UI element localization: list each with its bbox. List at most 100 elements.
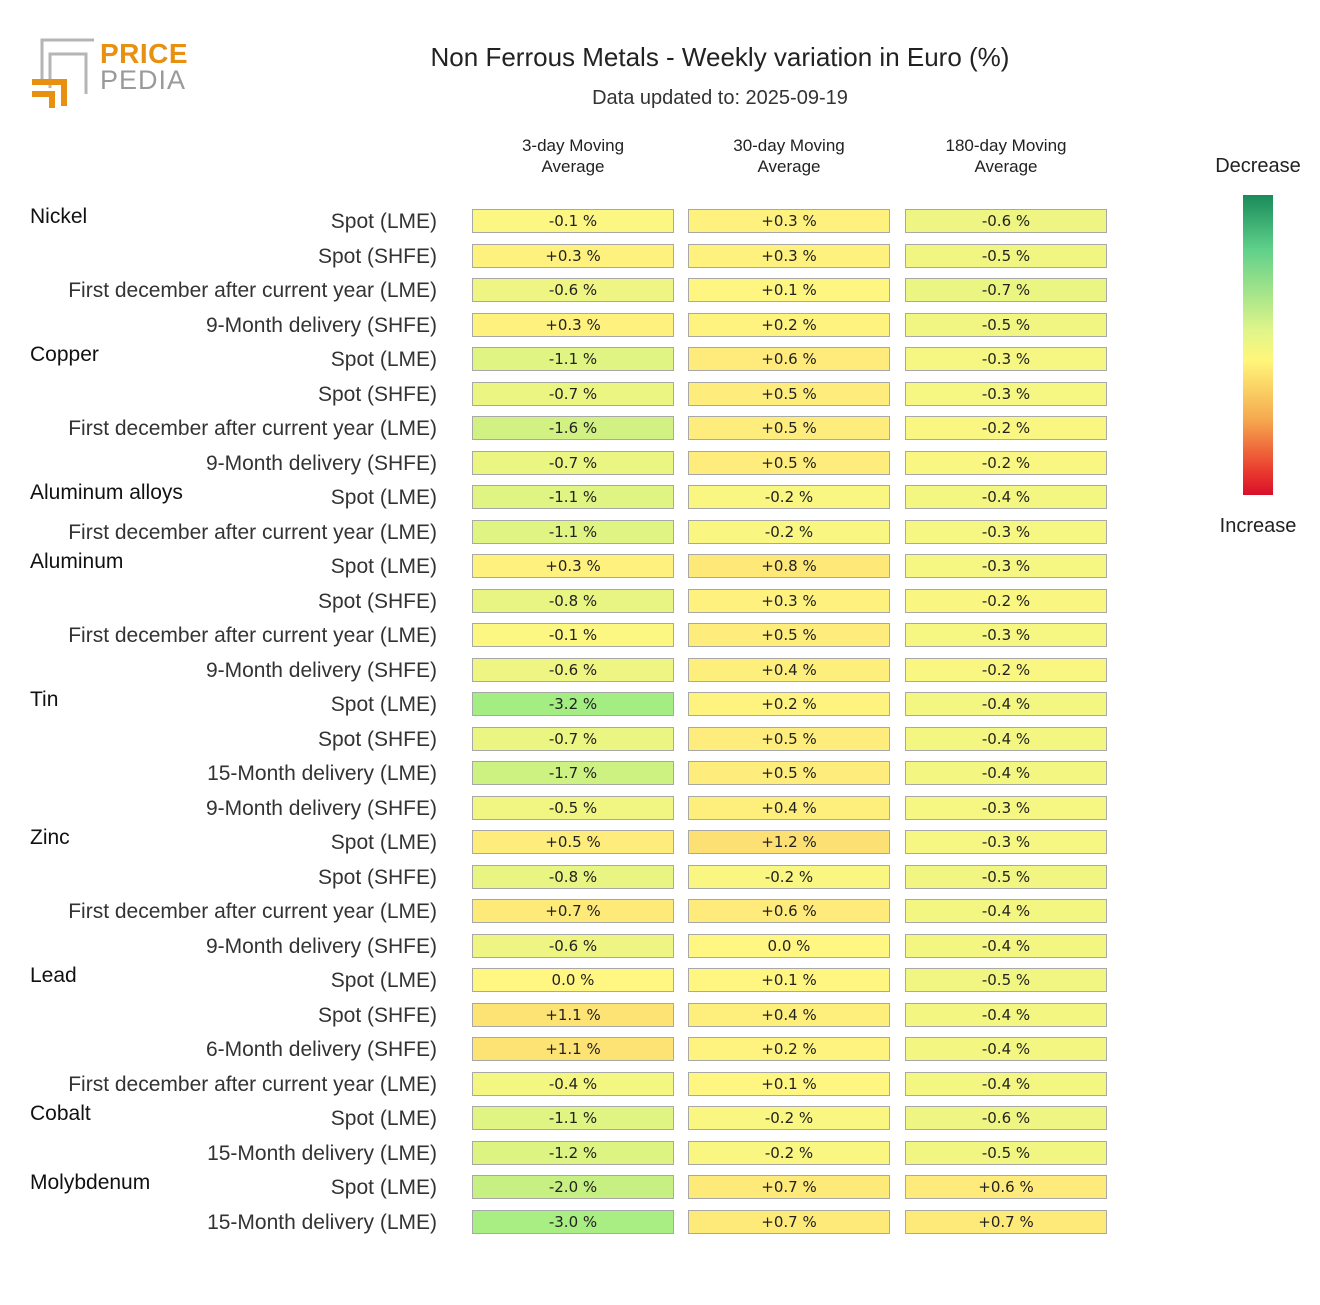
heatmap-cell: -0.2 % <box>905 450 1107 475</box>
row-label: Spot (LME) <box>330 555 437 578</box>
row-label: 9-Month delivery (SHFE) <box>205 796 437 820</box>
heatmap-cell: -0.6 % <box>472 933 674 958</box>
heatmap-cell: +1.1 % <box>472 1002 674 1027</box>
column-header-line: Average <box>757 157 821 176</box>
heatmap-cell: -2.0 % <box>472 1175 674 1199</box>
row-label: Spot (LME) <box>330 1107 437 1130</box>
heatmap-cell: +0.7 % <box>472 899 674 923</box>
row-label: 9-Month delivery (SHFE) <box>205 658 437 682</box>
heatmap-cell: -0.3 % <box>905 795 1107 820</box>
heatmap-cell: -0.3 % <box>905 519 1107 544</box>
heatmap-cell: +0.5 % <box>688 416 890 440</box>
metal-group-label: Nickel <box>30 205 88 228</box>
row-label: 15-Month delivery (LME) <box>207 1141 437 1165</box>
heatmap-cell: +0.3 % <box>472 312 674 337</box>
heatmap-cell: -0.4 % <box>905 933 1107 958</box>
column-header: 30-day Moving Average <box>688 135 890 177</box>
heatmap-cell: +0.4 % <box>688 1002 890 1027</box>
legend-color-scale <box>1243 195 1273 495</box>
heatmap-cell: -0.3 % <box>905 347 1107 371</box>
heatmap-cell: -0.3 % <box>905 381 1107 406</box>
heatmap-cell: +0.4 % <box>688 795 890 820</box>
heatmap-cell: +0.5 % <box>688 761 890 785</box>
heatmap-cell: -0.4 % <box>905 1002 1107 1027</box>
row-label: Spot (LME) <box>330 210 437 233</box>
heatmap-cell: +0.5 % <box>472 830 674 854</box>
row-label: Spot (LME) <box>330 348 437 371</box>
heatmap-cell: -0.7 % <box>905 278 1107 302</box>
row-label: Spot (SHFE) <box>317 865 437 889</box>
heatmap-cell: -0.6 % <box>472 657 674 682</box>
row-label: Spot (LME) <box>330 831 437 854</box>
row-label: 6-Month delivery (SHFE) <box>205 1038 437 1061</box>
chart-subtitle: Data updated to: 2025-09-19 <box>592 87 848 109</box>
heatmap-cell: +1.1 % <box>472 1037 674 1061</box>
chart-title: Non Ferrous Metals - Weekly variation in… <box>430 42 1010 72</box>
heatmap-cell: -0.7 % <box>472 381 674 406</box>
metal-group-label: Cobalt <box>30 1102 91 1125</box>
column-header-line: 180-day Moving <box>945 136 1067 155</box>
heatmap-cell: -0.2 % <box>905 588 1107 613</box>
heatmap-cell: -3.2 % <box>472 692 674 716</box>
row-label: 15-Month delivery (LME) <box>207 762 437 785</box>
heatmap-cell: -1.7 % <box>472 761 674 785</box>
heatmap-cell: 0.0 % <box>472 968 674 992</box>
heatmap-cell: -1.2 % <box>472 1140 674 1165</box>
row-label: Spot (SHFE) <box>317 589 437 613</box>
column-header-line: Average <box>541 157 605 176</box>
row-label: 15-Month delivery (LME) <box>207 1210 437 1234</box>
metal-group-label: Aluminum alloys <box>30 481 183 504</box>
heatmap-cell: -1.1 % <box>472 1106 674 1130</box>
row-label: First december after current year (LME) <box>68 520 437 544</box>
row-label: Spot (SHFE) <box>317 382 437 406</box>
heatmap-cell: -0.4 % <box>905 485 1107 509</box>
heatmap-cell: -0.2 % <box>688 1106 890 1130</box>
heatmap-cell: +0.6 % <box>688 899 890 923</box>
heatmap-cell: -0.5 % <box>905 312 1107 337</box>
row-label: First december after current year (LME) <box>68 900 437 923</box>
metal-group-label: Tin <box>30 688 59 711</box>
heatmap-cell: +0.6 % <box>905 1175 1107 1199</box>
row-label: First december after current year (LME) <box>68 624 437 647</box>
heatmap-cell: -3.0 % <box>472 1209 674 1234</box>
heatmap-cell: -0.6 % <box>905 209 1107 233</box>
heatmap-cell: -0.1 % <box>472 623 674 647</box>
heatmap-cell: -0.5 % <box>905 1140 1107 1165</box>
heatmap-cell: +0.1 % <box>688 968 890 992</box>
row-label: First december after current year (LME) <box>68 1072 437 1096</box>
heatmap-cell: +0.5 % <box>688 623 890 647</box>
logo-text-price: PRICE <box>100 38 189 69</box>
heatmap-cell: -0.5 % <box>905 864 1107 889</box>
row-label: 9-Month delivery (SHFE) <box>205 313 437 337</box>
row-label: Spot (SHFE) <box>317 244 437 268</box>
heatmap-cell: -0.2 % <box>688 864 890 889</box>
heatmap-cell: +0.2 % <box>688 312 890 337</box>
heatmap-cell: -0.5 % <box>472 795 674 820</box>
heatmap-cell: -0.8 % <box>472 588 674 613</box>
heatmap-cell: +0.3 % <box>688 209 890 233</box>
heatmap-cell: -0.4 % <box>905 1071 1107 1096</box>
heatmap-cell: -0.5 % <box>905 243 1107 268</box>
logo-mark-icon <box>32 38 94 108</box>
heatmap-cell: +0.3 % <box>688 243 890 268</box>
heatmap-cell: +0.5 % <box>688 381 890 406</box>
metal-group-label: Lead <box>30 964 77 987</box>
row-label: First december after current year (LME) <box>68 417 437 440</box>
heatmap-cell: -0.3 % <box>905 623 1107 647</box>
heatmap-cell: +0.8 % <box>688 554 890 578</box>
row-label: Spot (LME) <box>330 486 437 509</box>
metal-group-label: Molybdenum <box>30 1171 151 1194</box>
column-header: 180-day Moving Average <box>905 135 1107 177</box>
heatmap-cell: -0.4 % <box>905 692 1107 716</box>
row-label: Spot (LME) <box>330 693 437 716</box>
heatmap-cell: +0.7 % <box>688 1175 890 1199</box>
metal-group-label: Aluminum <box>30 550 124 573</box>
heatmap-cell: +0.5 % <box>688 450 890 475</box>
legend-increase-label: Increase <box>1219 515 1297 537</box>
row-label: 9-Month delivery (SHFE) <box>205 934 437 958</box>
heatmap-cell: +0.7 % <box>688 1209 890 1234</box>
heatmap-cell: +0.3 % <box>472 554 674 578</box>
legend-decrease-label: Decrease <box>1215 155 1301 177</box>
heatmap-cell: -0.4 % <box>905 899 1107 923</box>
heatmap-cell: +0.2 % <box>688 692 890 716</box>
